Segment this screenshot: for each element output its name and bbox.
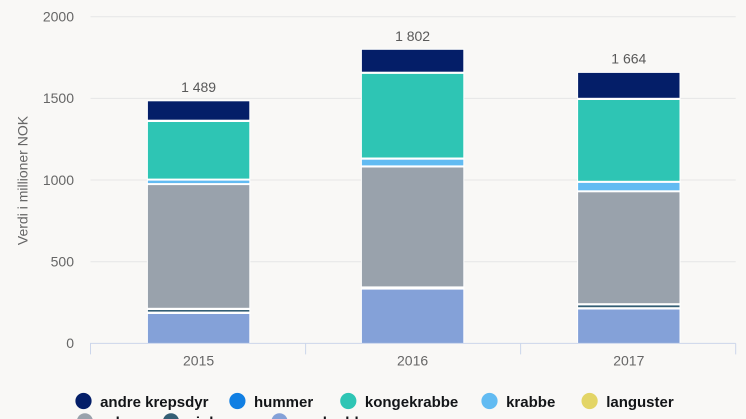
svg-text:Verdi i millioner NOK: Verdi i millioner NOK [15,115,31,245]
svg-text:languster: languster [606,394,674,411]
svg-text:snøkrabbe: snøkrabbe [296,414,372,419]
svg-text:2000: 2000 [43,9,74,25]
svg-text:kongekrabbe: kongekrabbe [365,394,458,411]
svg-text:1 802: 1 802 [395,28,430,44]
svg-text:1000: 1000 [43,172,74,188]
svg-text:2017: 2017 [613,353,644,369]
svg-text:2015: 2015 [183,353,214,369]
svg-text:1500: 1500 [43,90,74,106]
svg-text:hummer: hummer [254,394,313,411]
svg-text:1 489: 1 489 [181,79,216,95]
svg-text:1 664: 1 664 [611,51,646,67]
svg-text:500: 500 [51,254,75,270]
svg-text:andre krepsdyr: andre krepsdyr [100,394,209,411]
svg-text:krabbe: krabbe [506,394,555,411]
svg-text:2016: 2016 [397,353,428,369]
svg-text:sjøkreps: sjøkreps [188,414,250,419]
svg-text:0: 0 [66,335,74,351]
svg-text:reker: reker [102,414,139,419]
